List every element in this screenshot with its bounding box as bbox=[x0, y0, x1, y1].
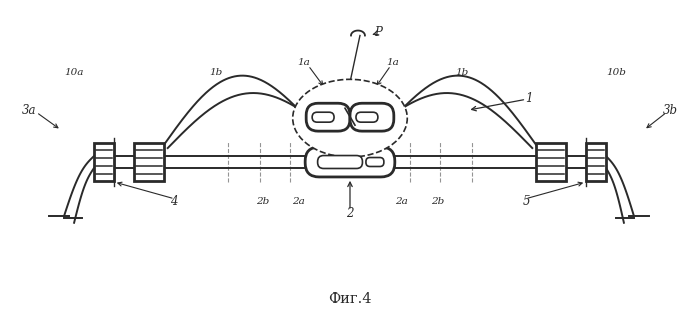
Bar bbox=[536, 143, 566, 181]
FancyBboxPatch shape bbox=[366, 157, 384, 167]
FancyBboxPatch shape bbox=[350, 103, 394, 131]
Text: Фиг.4: Фиг.4 bbox=[329, 292, 372, 307]
Bar bbox=[94, 143, 114, 181]
FancyBboxPatch shape bbox=[356, 112, 378, 122]
FancyBboxPatch shape bbox=[306, 103, 350, 131]
Text: 2b: 2b bbox=[431, 197, 445, 206]
FancyBboxPatch shape bbox=[305, 147, 395, 177]
Text: 5: 5 bbox=[523, 195, 530, 208]
Text: 3b: 3b bbox=[663, 104, 678, 117]
Text: 2: 2 bbox=[346, 207, 354, 220]
Text: 3a: 3a bbox=[22, 104, 36, 117]
FancyBboxPatch shape bbox=[312, 112, 334, 122]
Ellipse shape bbox=[293, 79, 408, 157]
Text: 2a: 2a bbox=[396, 197, 408, 206]
Text: 10b: 10b bbox=[606, 68, 626, 77]
Text: 4: 4 bbox=[170, 195, 178, 208]
Text: P: P bbox=[374, 26, 382, 39]
Text: 1b: 1b bbox=[455, 68, 468, 77]
Text: 1a: 1a bbox=[297, 58, 310, 67]
Bar bbox=[586, 143, 606, 181]
Text: 2a: 2a bbox=[291, 197, 305, 206]
FancyBboxPatch shape bbox=[317, 155, 363, 169]
Text: 2b: 2b bbox=[256, 197, 269, 206]
Text: 1b: 1b bbox=[209, 68, 222, 77]
Text: 10a: 10a bbox=[64, 68, 84, 77]
Text: 1: 1 bbox=[526, 92, 533, 105]
Text: 1a: 1a bbox=[387, 58, 399, 67]
Bar bbox=[134, 143, 164, 181]
